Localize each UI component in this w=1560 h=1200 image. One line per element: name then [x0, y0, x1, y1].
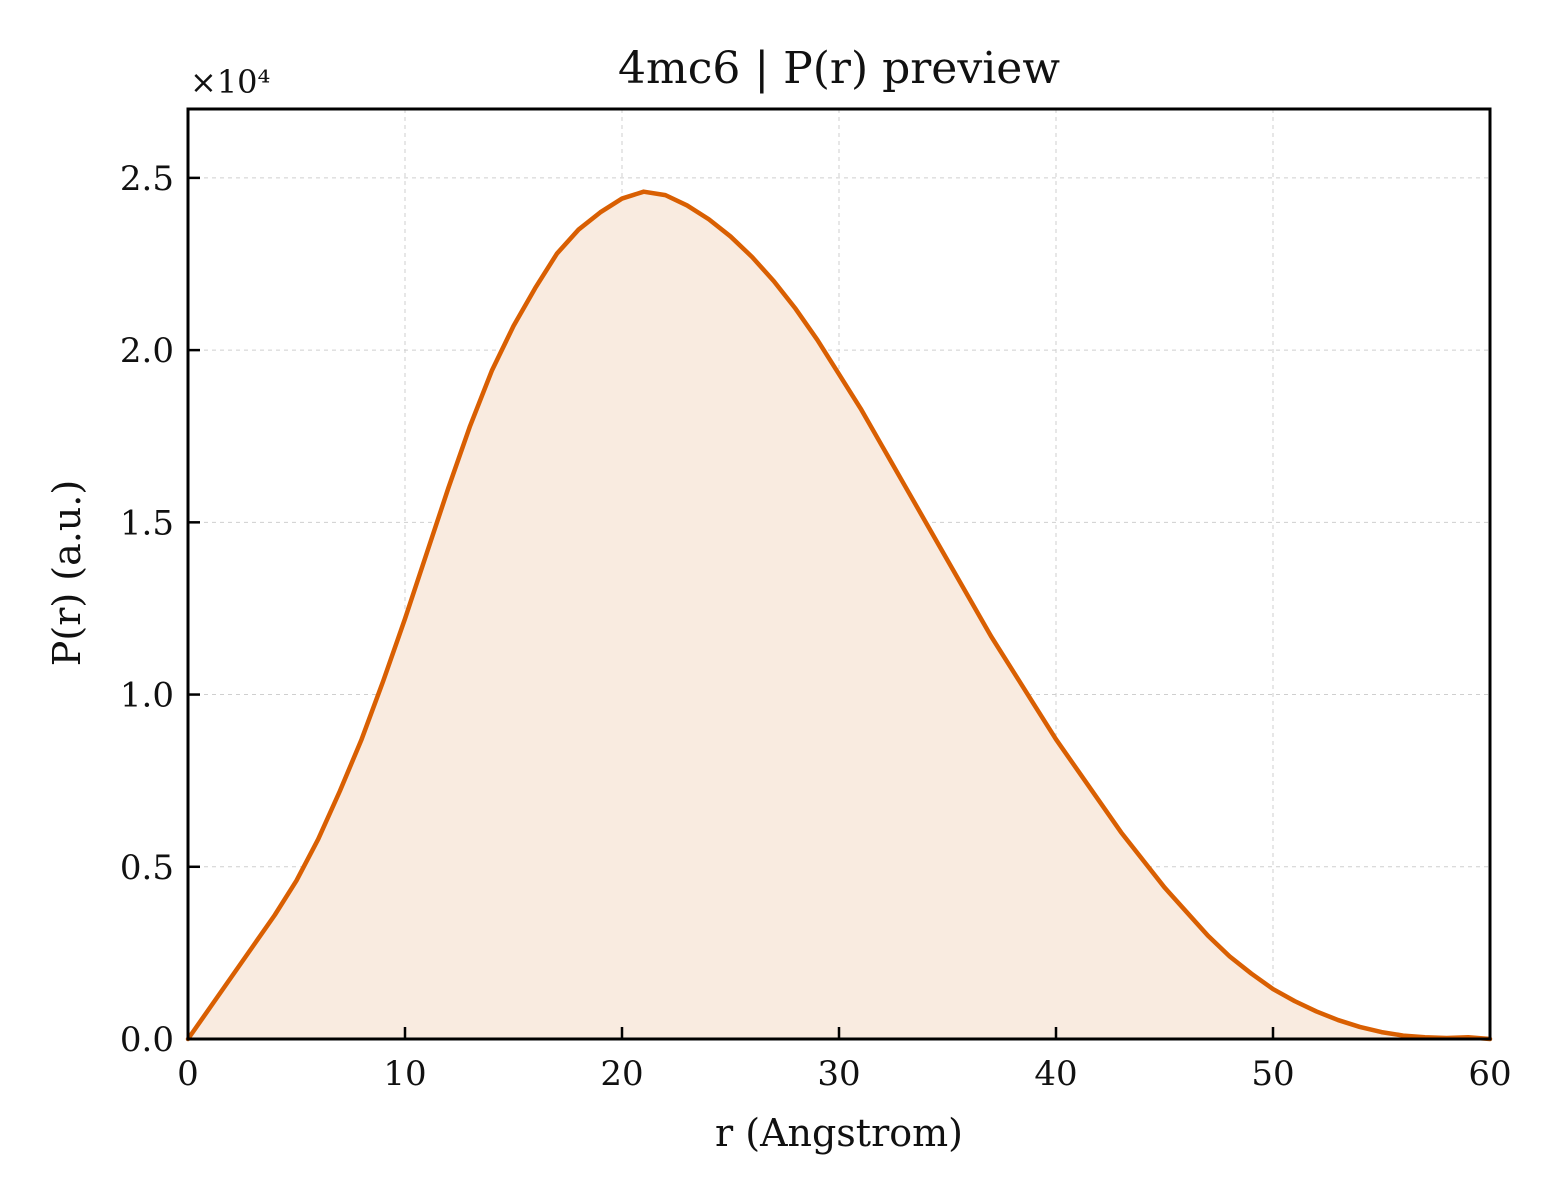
- plot-frame: [186, 107, 1492, 1041]
- y-tick-label: 1.5: [120, 503, 174, 543]
- pr-curve-line: [185, 189, 1493, 1042]
- y-tick-label: 2.0: [120, 331, 174, 371]
- x-tick-label: 0: [177, 1054, 199, 1094]
- x-tick-label: 20: [600, 1054, 643, 1094]
- y-tick-label: 1.0: [120, 676, 174, 716]
- y-axis-multiplier: ×10⁴: [190, 63, 270, 101]
- y-tick-label: 2.5: [120, 159, 174, 199]
- x-tick-label: 30: [817, 1054, 860, 1094]
- x-tick-label: 10: [383, 1054, 426, 1094]
- pr-area-fill: [188, 191, 1490, 1040]
- x-tick-label: 50: [1251, 1054, 1294, 1094]
- x-tick-label: 40: [1034, 1054, 1077, 1094]
- x-axis-label: r (Angstrom): [715, 1111, 963, 1155]
- y-tick-label: 0.5: [120, 848, 174, 888]
- y-tick-label: 0.0: [120, 1020, 174, 1060]
- tick-labels: 0 10 20 30 40 50 60 0.0 0.5 1.0 1.5 2.0 2.5: [120, 159, 1512, 1094]
- y-axis-label: P(r) (a.u.): [45, 480, 89, 666]
- chart-title: 4mc6 | P(r) preview: [618, 43, 1060, 94]
- x-tick-label: 60: [1468, 1054, 1511, 1094]
